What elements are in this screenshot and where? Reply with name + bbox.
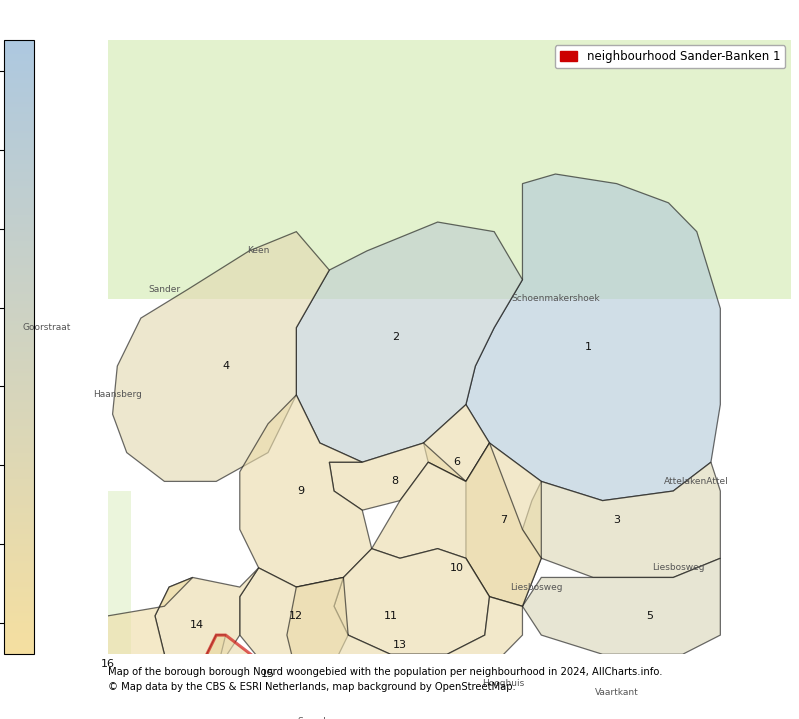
Polygon shape	[4, 577, 225, 719]
Text: Sander: Sander	[149, 285, 181, 294]
Polygon shape	[287, 577, 523, 692]
Text: Liesbosweg: Liesbosweg	[511, 582, 562, 592]
Text: 15: 15	[261, 669, 275, 679]
Text: © Map data by the CBS & ESRI Netherlands, map background by OpenStreetMap.: © Map data by the CBS & ESRI Netherlands…	[108, 682, 515, 692]
Polygon shape	[329, 443, 466, 510]
Polygon shape	[155, 568, 259, 674]
Text: AttelakenAttel: AttelakenAttel	[665, 477, 729, 486]
Text: 4: 4	[222, 361, 229, 371]
Text: 9: 9	[297, 486, 304, 496]
Polygon shape	[372, 443, 541, 606]
Text: 14: 14	[190, 620, 205, 631]
Polygon shape	[108, 40, 791, 299]
Polygon shape	[296, 222, 523, 462]
Text: Haansberg: Haansberg	[93, 390, 141, 400]
Text: Goorstraat: Goorstraat	[22, 324, 71, 332]
Polygon shape	[202, 635, 334, 712]
Text: 16: 16	[101, 659, 115, 669]
Text: 7: 7	[500, 515, 507, 525]
Polygon shape	[466, 443, 541, 606]
Polygon shape	[113, 232, 329, 482]
Polygon shape	[423, 405, 490, 482]
Text: 2: 2	[392, 332, 399, 342]
Text: 8: 8	[392, 477, 399, 486]
Text: Keen: Keen	[248, 247, 270, 255]
Text: 11: 11	[384, 611, 398, 621]
Text: Spoorlaan: Spoorlaan	[297, 717, 343, 719]
Text: 6: 6	[453, 457, 460, 467]
Polygon shape	[523, 558, 721, 654]
Polygon shape	[240, 568, 348, 674]
Polygon shape	[108, 491, 131, 654]
Text: Map of the borough borough Noord woongebied with the population per neighbourhoo: Map of the borough borough Noord woongeb…	[108, 667, 662, 677]
Text: Liesbosweg: Liesbosweg	[652, 564, 704, 572]
Polygon shape	[334, 549, 490, 654]
Text: 13: 13	[393, 640, 407, 650]
Polygon shape	[240, 395, 372, 587]
Text: Schoenmakershoek: Schoenmakershoek	[511, 294, 600, 303]
Text: 10: 10	[450, 563, 463, 573]
Polygon shape	[523, 462, 721, 577]
Text: Hooghuis: Hooghuis	[483, 679, 525, 687]
Polygon shape	[466, 174, 721, 500]
Text: Vaartkant: Vaartkant	[594, 688, 638, 697]
Text: 3: 3	[613, 515, 620, 525]
Legend: neighbourhood Sander-Banken 1: neighbourhood Sander-Banken 1	[555, 45, 785, 68]
Text: 1: 1	[585, 342, 592, 352]
Text: 5: 5	[646, 611, 653, 621]
Text: 12: 12	[289, 611, 304, 621]
